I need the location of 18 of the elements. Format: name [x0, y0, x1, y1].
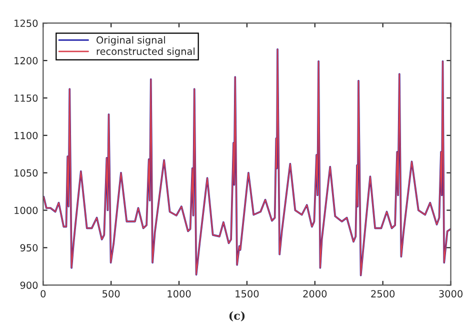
y-tick-label: 950 [20, 244, 38, 252]
x-tick-label: 3000 [439, 290, 462, 298]
x-tick-label: 1500 [236, 290, 259, 298]
y-tick-label: 1000 [14, 206, 38, 214]
legend-label: Original signal [96, 36, 165, 46]
y-tick-label: 1150 [14, 94, 38, 102]
x-tick-label: 0 [40, 290, 46, 298]
text: (c) [229, 311, 245, 322]
y-tick-label: 1050 [14, 169, 38, 177]
y-tick-label: 900 [20, 282, 38, 289]
y-tick-label: 1100 [14, 132, 38, 140]
x-tick-label: 2000 [303, 290, 327, 298]
y-tick-label: 1250 [14, 20, 38, 27]
x-tick-label: 500 [102, 290, 120, 298]
x-tick-label: 2500 [371, 290, 395, 298]
legend-label: reconstructed signal [96, 47, 195, 57]
x-tick-label: 1000 [168, 290, 191, 298]
y-tick-label: 1200 [14, 57, 38, 64]
